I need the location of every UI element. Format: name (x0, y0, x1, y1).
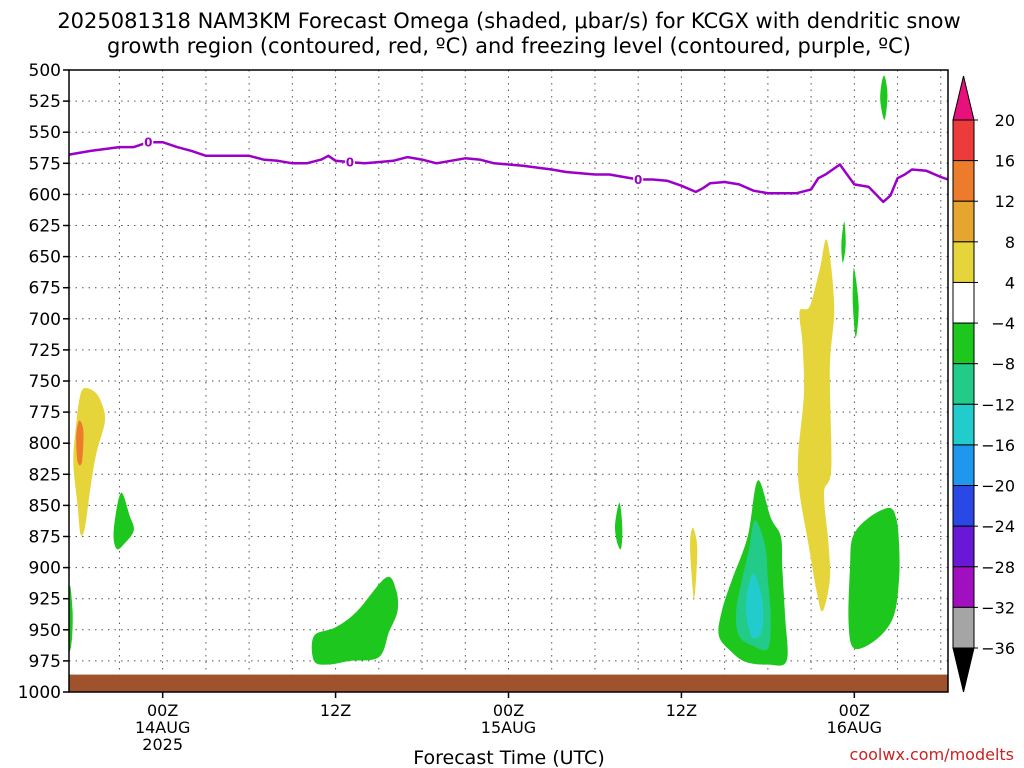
colorbar-bin (952, 160, 975, 202)
y-tick-label: 900 (29, 559, 61, 579)
y-axis: 500 525 550 575 600 625 650 675 700 725 750 775 800 8… (18, 61, 69, 703)
omega-region (113, 492, 134, 550)
y-tick-label: 925 (29, 590, 61, 610)
colorbar-bin (952, 444, 975, 487)
ground-layer (69, 674, 948, 692)
colorbar-bin (952, 403, 975, 446)
colorbar-label: −28 (981, 558, 1015, 577)
y-tick-label: 950 (29, 621, 61, 641)
freezing-level-label: 0 (144, 136, 152, 150)
y-tick-label: 550 (29, 123, 61, 143)
y-tick-label: 650 (29, 248, 61, 268)
x-tick-label: 2025 (142, 735, 183, 754)
colorbar-label: 4 (1005, 273, 1015, 292)
omega-region (797, 239, 835, 612)
credit-text: coolwx.com/modelts (850, 745, 1014, 764)
y-tick-label: 775 (29, 403, 61, 423)
y-tick-label: 625 (29, 217, 61, 237)
y-tick-label: 725 (29, 341, 61, 361)
colorbar-bin (952, 363, 975, 405)
freezing-level-label-bg (633, 172, 644, 187)
omega-shaded-regions (68, 75, 900, 666)
omega-region (852, 268, 859, 338)
colorbar-label: 20 (995, 111, 1015, 130)
colorbar-bin (952, 606, 975, 649)
y-tick-label: 700 (29, 310, 61, 330)
colorbar-bin (952, 566, 975, 608)
y-tick-label: 600 (29, 185, 61, 205)
colorbar-label: −12 (981, 395, 1015, 414)
omega-region (615, 502, 623, 550)
y-tick-label: 675 (29, 279, 61, 299)
colorbar-bin (952, 322, 975, 365)
colorbar-label: −8 (991, 355, 1015, 374)
freezing-level-label-bg (143, 135, 154, 150)
x-tick-label: 00Z (147, 701, 178, 720)
colorbar-top-arrow (952, 75, 975, 121)
omega-region (745, 573, 764, 639)
chart-title-line1: 2025081318 NAM3KM Forecast Omega (shaded… (57, 9, 960, 33)
colorbar-bin (952, 525, 975, 568)
omega-region (848, 507, 900, 650)
freezing-level-contour: 0 0 0 (68, 135, 949, 204)
y-tick-label: 500 (29, 61, 61, 81)
omega-region (841, 221, 846, 263)
y-tick-label: 525 (29, 92, 61, 112)
colorbar-label: −32 (981, 598, 1015, 617)
colorbar-label: −36 (981, 639, 1015, 658)
y-tick-label: 825 (29, 465, 61, 485)
colorbar-label: −4 (991, 314, 1015, 333)
colorbar-bin (952, 485, 975, 527)
colorbar-bin (952, 119, 975, 162)
omega-region (76, 420, 84, 466)
x-tick-label: 12Z (666, 701, 697, 720)
colorbar: 20 16 12 8 4 −4 −8 −12 −16 −20 −24 −28 −32 −36 (952, 75, 1015, 693)
x-tick-label: 16AUG (827, 718, 882, 737)
colorbar-label: −16 (981, 436, 1015, 455)
omega-region (880, 75, 888, 120)
omega-region (68, 585, 73, 652)
freezing-level-label: 0 (346, 156, 354, 170)
y-tick-label: 850 (29, 496, 61, 516)
ground-fill (69, 674, 948, 692)
y-tick-label: 575 (29, 154, 61, 174)
chart-title-line2: growth region (contoured, red, ºC) and f… (107, 34, 911, 58)
freezing-level-label-bg (344, 155, 355, 170)
y-tick-label: 875 (29, 528, 61, 548)
x-tick-label: 15AUG (481, 718, 536, 737)
omega-region (690, 527, 698, 600)
x-tick-label: 14AUG (135, 718, 190, 737)
x-axis-label: Forecast Time (UTC) (413, 747, 604, 768)
freezing-level-line (68, 140, 949, 204)
colorbar-label: −24 (981, 517, 1015, 536)
colorbar-bin (952, 281, 975, 324)
colorbar-bin (952, 241, 975, 283)
y-tick-label: 800 (29, 434, 61, 454)
colorbar-label: 16 (995, 152, 1015, 171)
colorbar-label: 8 (1005, 233, 1015, 252)
y-tick-label: 975 (29, 652, 61, 672)
omega-region (311, 576, 399, 665)
freezing-level-label: 0 (634, 173, 642, 187)
colorbar-bottom-arrow (952, 647, 975, 693)
x-tick-label: 00Z (839, 701, 870, 720)
colorbar-label: 12 (995, 192, 1015, 211)
y-tick-label: 1000 (18, 683, 61, 703)
colorbar-label: −20 (981, 477, 1015, 496)
x-tick-label: 00Z (493, 701, 524, 720)
y-tick-label: 750 (29, 372, 61, 392)
colorbar-bin (952, 200, 975, 243)
x-tick-label: 12Z (320, 701, 351, 720)
